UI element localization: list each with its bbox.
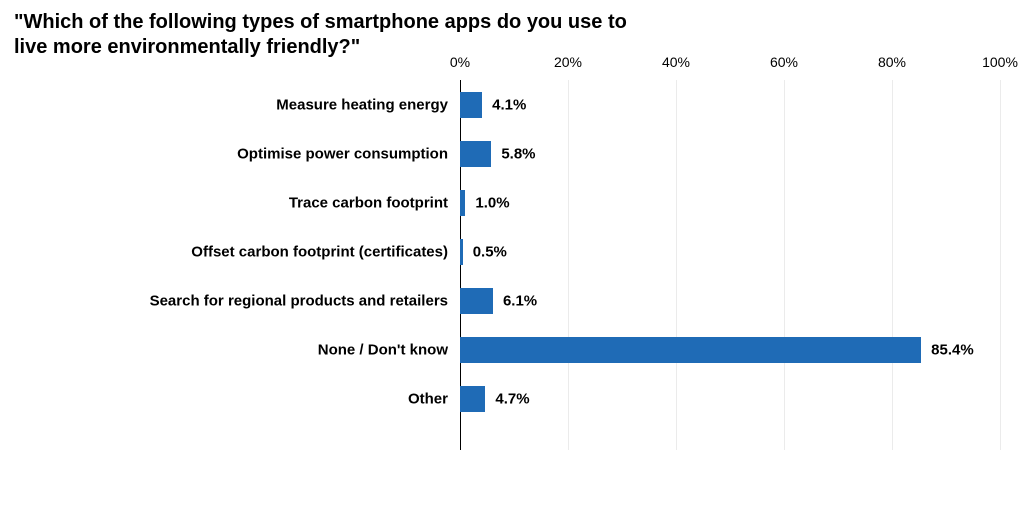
value-label: 0.5%: [473, 244, 507, 261]
bar-row: None / Don't know85.4%: [460, 337, 1000, 363]
bar-row: Search for regional products and retaile…: [460, 288, 1000, 314]
category-label: Other: [408, 391, 460, 408]
x-tick-label: 0%: [450, 54, 470, 70]
x-tick-label: 60%: [770, 54, 798, 70]
bar: [460, 239, 463, 265]
bar-row: Other4.7%: [460, 386, 1000, 412]
bar-row: Offset carbon footprint (certificates)0.…: [460, 239, 1000, 265]
value-label: 5.8%: [501, 146, 535, 163]
category-label: Trace carbon footprint: [289, 195, 460, 212]
x-tick-label: 80%: [878, 54, 906, 70]
value-label: 4.1%: [492, 97, 526, 114]
category-label: None / Don't know: [318, 342, 460, 359]
x-tick-label: 20%: [554, 54, 582, 70]
x-tick-label: 100%: [982, 54, 1018, 70]
chart-title: "Which of the following types of smartph…: [14, 10, 654, 60]
bar-row: Trace carbon footprint1.0%: [460, 190, 1000, 216]
chart-container: "Which of the following types of smartph…: [0, 0, 1024, 511]
bar: [460, 337, 921, 363]
category-label: Measure heating energy: [276, 97, 460, 114]
value-label: 4.7%: [495, 391, 529, 408]
value-label: 1.0%: [475, 195, 509, 212]
category-label: Offset carbon footprint (certificates): [191, 244, 460, 261]
category-label: Search for regional products and retaile…: [150, 293, 460, 310]
category-label: Optimise power consumption: [237, 146, 460, 163]
bar-row: Measure heating energy4.1%: [460, 92, 1000, 118]
bar: [460, 288, 493, 314]
value-label: 85.4%: [931, 342, 974, 359]
gridline: [1000, 80, 1001, 450]
bar: [460, 190, 465, 216]
value-label: 6.1%: [503, 293, 537, 310]
x-tick-label: 40%: [662, 54, 690, 70]
bar: [460, 92, 482, 118]
plot-area: 0%20%40%60%80%100%Measure heating energy…: [460, 80, 1000, 450]
bar: [460, 386, 485, 412]
bar: [460, 141, 491, 167]
bar-row: Optimise power consumption5.8%: [460, 141, 1000, 167]
